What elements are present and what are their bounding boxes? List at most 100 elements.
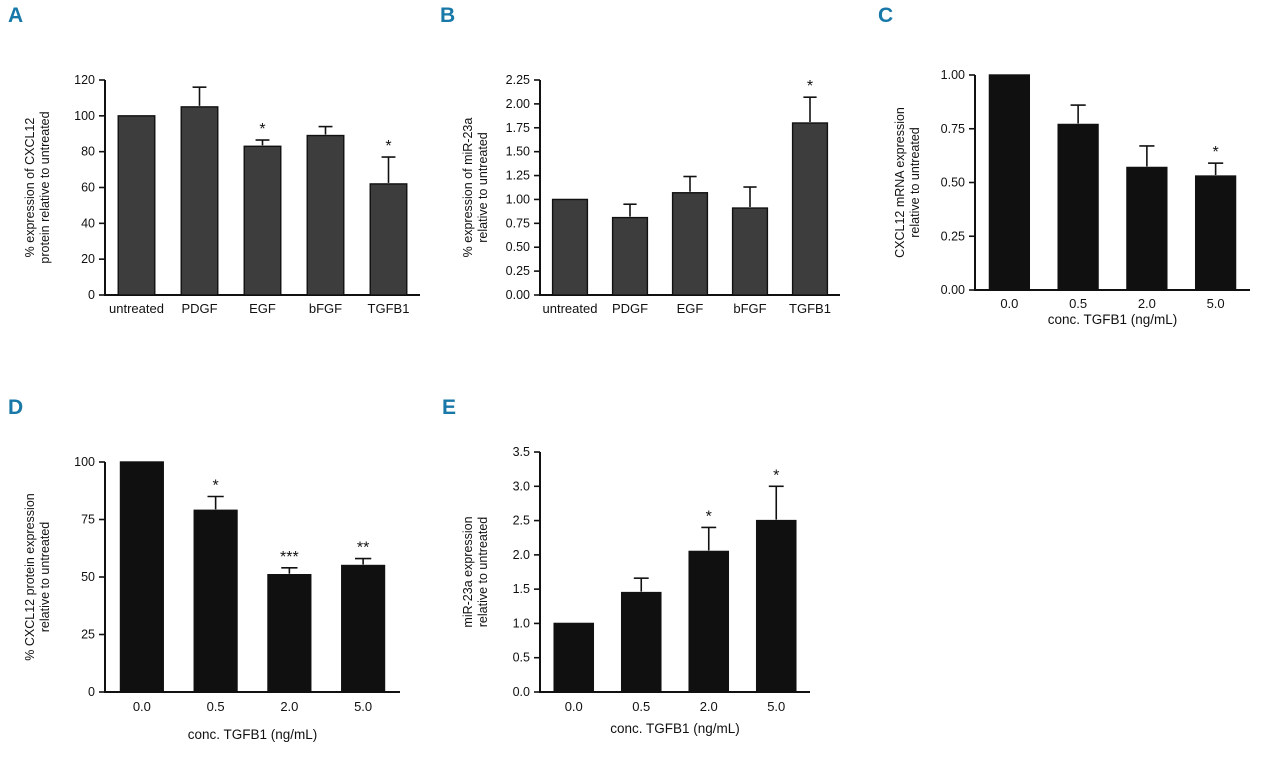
category-label: 2.0: [1138, 296, 1156, 311]
category-label: 0.0: [133, 699, 151, 714]
y-tick-label: 1.00: [506, 192, 530, 206]
y-tick-label: 0.00: [941, 283, 965, 297]
panel-b-bar-chart: 0.00 0.25 0.50 0.75 1.00 1.25 1.50 1.75 2.00 2.25…: [461, 73, 840, 316]
category-label: PDGF: [181, 301, 217, 316]
significance-marker: *: [1213, 144, 1219, 161]
y-tick-label: 1.00: [941, 68, 965, 82]
bar: [551, 198, 589, 296]
y-tick-label: 100: [74, 455, 95, 469]
bar: [1194, 175, 1237, 291]
panel-a: A 0 20 40 60 80 100 120 untreated PDGF * EGF bFGF * T…: [0, 0, 440, 348]
category-label: 5.0: [1207, 296, 1225, 311]
panel-c-bar-chart: 0.00 0.25 0.50 0.75 1.00 0.0 0.5 2.0 * 5.0 CXCL12 …: [893, 68, 1250, 327]
category-label: 2.0: [280, 699, 298, 714]
y-tick-label: 1.0: [513, 616, 530, 630]
y-tick-label: 25: [81, 628, 95, 642]
panel-e: E 0.0 0.5 1.0 1.5 2.0 2.5 3.0 3.5 0.0 0.5 * 2.0 * 5.0…: [430, 390, 870, 758]
y-axis-label-line: % expression of CXCL12: [23, 118, 37, 258]
y-tick-label: 1.5: [513, 582, 530, 596]
y-tick-label: 75: [81, 513, 95, 527]
y-tick-label: 1.25: [506, 169, 530, 183]
y-tick-label: 20: [81, 252, 95, 266]
y-tick-label: 2.25: [506, 73, 530, 87]
y-tick-label: 0.50: [506, 240, 530, 254]
category-label: EGF: [677, 301, 704, 316]
bar: [1057, 123, 1099, 291]
significance-marker: *: [213, 478, 219, 495]
x-axis-label: conc. TGFB1 (ng/mL): [188, 727, 318, 742]
significance-marker: *: [807, 78, 813, 95]
y-tick-label: 120: [74, 73, 95, 87]
panel-d-bar-chart: 0 25 50 75 100 0.0 * 0.5 *** 2.0 ** 5.0 % CXCL12 pro…: [23, 455, 400, 742]
category-label: 0.5: [632, 699, 650, 714]
bar: [267, 573, 312, 693]
y-tick-label: 3.5: [513, 445, 530, 459]
y-axis-label-line: % CXCL12 protein expression: [23, 493, 37, 660]
panel-c: C 0.00 0.25 0.50 0.75 1.00 0.0 0.5 2.0 * 5.0 CXCL1…: [860, 0, 1280, 368]
category-label: 0.5: [1069, 296, 1087, 311]
panel-a-label: A: [8, 4, 24, 27]
bar: [791, 122, 829, 296]
significance-marker: ***: [280, 549, 299, 566]
y-tick-label: 100: [74, 109, 95, 123]
bar: [620, 591, 662, 693]
bar: [671, 192, 709, 296]
y-tick-label: 40: [81, 216, 95, 230]
category-label: 2.0: [700, 699, 718, 714]
y-axis-label-line: CXCL12 mRNA expression: [893, 107, 907, 258]
category-label: 5.0: [354, 699, 372, 714]
y-axis-label-line: relative to untreated: [38, 522, 52, 633]
category-label: 0.0: [565, 699, 583, 714]
bar: [731, 207, 769, 296]
panel-c-label: C: [878, 4, 894, 27]
bar: [119, 461, 164, 693]
y-tick-label: 1.75: [506, 121, 530, 135]
y-axis-label-line: protein relative to untreated: [38, 111, 52, 263]
panel-d-label: D: [8, 396, 24, 419]
panel-e-label: E: [442, 396, 457, 419]
bar: [243, 145, 282, 296]
y-axis-label-line: relative to untreated: [908, 127, 922, 238]
bar: [1126, 166, 1168, 291]
bar: [306, 134, 345, 296]
y-tick-label: 60: [81, 181, 95, 195]
bar: [611, 216, 649, 296]
category-label: bFGF: [733, 301, 766, 316]
category-label: untreated: [109, 301, 164, 316]
y-tick-label: 2.00: [506, 97, 530, 111]
y-tick-label: 2.0: [513, 548, 530, 562]
bar: [369, 183, 408, 296]
y-axis-label-line: relative to untreated: [476, 517, 490, 628]
category-label: 5.0: [767, 699, 785, 714]
significance-marker: *: [706, 508, 712, 525]
panel-a-bar-chart: 0 20 40 60 80 100 120 untreated PDGF * EGF bFGF * TGF…: [23, 73, 420, 316]
y-tick-label: 80: [81, 145, 95, 159]
y-axis-label-line: relative to untreated: [476, 132, 490, 243]
y-axis-label-line: miR-23a expression: [461, 516, 475, 627]
y-tick-label: 0.5: [513, 651, 530, 665]
bar: [193, 509, 238, 693]
panel-d: D 0 25 50 75 100 0.0 * 0.5 *** 2.0 ** 5.0 % CXCL12 p…: [0, 390, 445, 758]
y-tick-label: 0.50: [941, 176, 965, 190]
bar: [553, 622, 595, 693]
x-axis-label: conc. TGFB1 (ng/mL): [1048, 312, 1178, 327]
bar: [755, 519, 797, 693]
category-label: 0.0: [1000, 296, 1018, 311]
y-tick-label: 0: [88, 685, 95, 699]
significance-marker: *: [259, 121, 265, 138]
y-axis-label-line: % expression of miR-23a: [461, 118, 475, 258]
panel-e-bar-chart: 0.0 0.5 1.0 1.5 2.0 2.5 3.0 3.5 0.0 0.5 * 2.0 * 5.0 mi…: [461, 445, 810, 736]
y-tick-label: 0.25: [506, 264, 530, 278]
y-tick-label: 0.00: [506, 288, 530, 302]
bar: [341, 564, 386, 693]
bar: [180, 106, 219, 296]
category-label: 0.5: [207, 699, 225, 714]
y-tick-label: 0: [88, 288, 95, 302]
panel-b: B 0.00 0.25 0.50 0.75 1.00 1.25 1.50 1.75 2.00 2.…: [430, 0, 870, 348]
y-tick-label: 2.5: [513, 514, 530, 528]
y-tick-label: 3.0: [513, 479, 530, 493]
y-tick-label: 1.50: [506, 145, 530, 159]
category-label: untreated: [543, 301, 598, 316]
significance-marker: *: [385, 138, 391, 155]
significance-marker: *: [773, 467, 779, 484]
